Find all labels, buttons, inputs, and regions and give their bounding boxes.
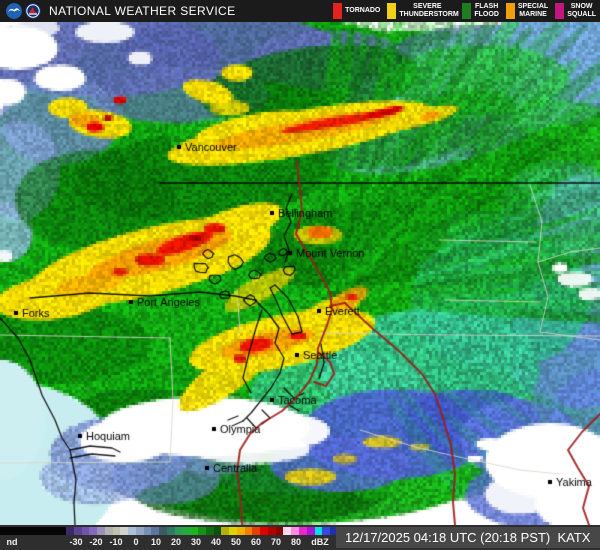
- colorbar-segment: [166, 527, 175, 535]
- colorbar-tick-label: 60: [250, 537, 262, 547]
- colorbar-segment: [275, 527, 284, 535]
- colorbar-segment: [174, 527, 183, 535]
- warning-legend-item: SNOW SQUALL: [555, 3, 596, 19]
- warning-swatch: [387, 3, 397, 19]
- warning-legend: TORNADO SEVERE THUNDERSTORM FLASH FLOOD SPE…: [326, 0, 596, 22]
- colorbar-segment: [135, 527, 144, 535]
- colorbar-segment: [120, 527, 129, 535]
- colorbar-tick-label: 40: [210, 537, 222, 547]
- colorbar-tick-label: -10: [109, 537, 123, 547]
- nws-logo-icon: [25, 3, 41, 19]
- colorbar-unit-label: dBZ: [311, 537, 329, 547]
- warning-label: SPECIAL MARINE: [517, 3, 549, 18]
- warning-label: SNOW SQUALL: [567, 3, 596, 18]
- colorbar-tick-label: 10: [150, 537, 162, 547]
- colorbar-segment: [182, 527, 191, 535]
- colorbar-tick-label: -20: [89, 537, 103, 547]
- warning-legend-item: TORNADO: [333, 3, 380, 19]
- colorbar-segment: [267, 527, 276, 535]
- colorbar-tick-label: 0: [133, 537, 139, 547]
- footer-bar: nd -30 -20 -10 0 10 20 30 40 50 60 70 80 dBZ 12/17/20…: [0, 525, 600, 550]
- colorbar-segment: [112, 527, 121, 535]
- colorbar-segment: [298, 527, 307, 535]
- colorbar-segment: [104, 527, 113, 535]
- colorbar-tick-label: nd: [6, 537, 18, 547]
- colorbar-segment: [128, 527, 136, 535]
- warning-swatch: [462, 3, 472, 19]
- colorbar-tick-label: 50: [230, 537, 242, 547]
- warning-legend-item: SEVERE THUNDERSTORM: [387, 3, 459, 19]
- colorbar-segment: [73, 527, 82, 535]
- reflectivity-colorbar: [0, 527, 338, 535]
- colorbar-segment: [89, 527, 98, 535]
- warning-swatch: [505, 3, 515, 19]
- colorbar-segment: [322, 527, 331, 535]
- colorbar-segment: [81, 527, 90, 535]
- warning-legend-item: SPECIAL MARINE: [505, 3, 549, 19]
- header-bar: NATIONAL WEATHER SERVICE TORNADO SEVERE T…: [0, 0, 600, 22]
- colorbar-segment: [143, 527, 152, 535]
- colorbar-segment: [151, 527, 160, 535]
- colorbar-segment: [236, 527, 245, 535]
- warning-legend-item: FLASH FLOOD: [462, 3, 499, 19]
- warning-label: FLASH FLOOD: [474, 3, 499, 18]
- colorbar-tick-label: -30: [69, 537, 83, 547]
- colorbar-segment: [283, 527, 292, 535]
- warning-swatch: [333, 3, 343, 19]
- colorbar-segment: [190, 527, 199, 535]
- timestamp-text: 12/17/2025 04:18 UTC (20:18 PST) KATX: [345, 530, 591, 545]
- colorbar-tick-label: 20: [170, 537, 182, 547]
- colorbar-segment: [229, 527, 237, 535]
- noaa-logo-icon: [6, 3, 22, 19]
- colorbar-segment: [213, 527, 222, 535]
- colorbar-tick-label: 30: [190, 537, 202, 547]
- warning-label: TORNADO: [345, 7, 381, 15]
- colorbar-tick-label: 80: [290, 537, 302, 547]
- colorbar-segment: [205, 527, 214, 535]
- colorbar-segment: [330, 527, 338, 535]
- colorbar-segment: [306, 527, 315, 535]
- radar-map-image: [0, 22, 600, 525]
- colorbar-segment: [291, 527, 299, 535]
- colorbar-tick-label: 70: [270, 537, 282, 547]
- colorbar-segment: [159, 527, 167, 535]
- colorbar-segment: [260, 527, 268, 535]
- page-title: NATIONAL WEATHER SERVICE: [49, 4, 236, 18]
- warning-swatch: [555, 3, 565, 19]
- colorbar-nd-segment: [0, 527, 66, 535]
- warning-label: SEVERE THUNDERSTORM: [399, 3, 459, 18]
- timestamp-box: 12/17/2025 04:18 UTC (20:18 PST) KATX: [336, 527, 600, 548]
- colorbar-segment: [252, 527, 261, 535]
- colorbar-segment: [244, 527, 253, 535]
- colorbar-segment: [198, 527, 206, 535]
- colorbar-segment: [97, 527, 105, 535]
- colorbar-segment: [314, 527, 323, 535]
- colorbar-segment: [66, 527, 74, 535]
- colorbar-segment: [221, 527, 230, 535]
